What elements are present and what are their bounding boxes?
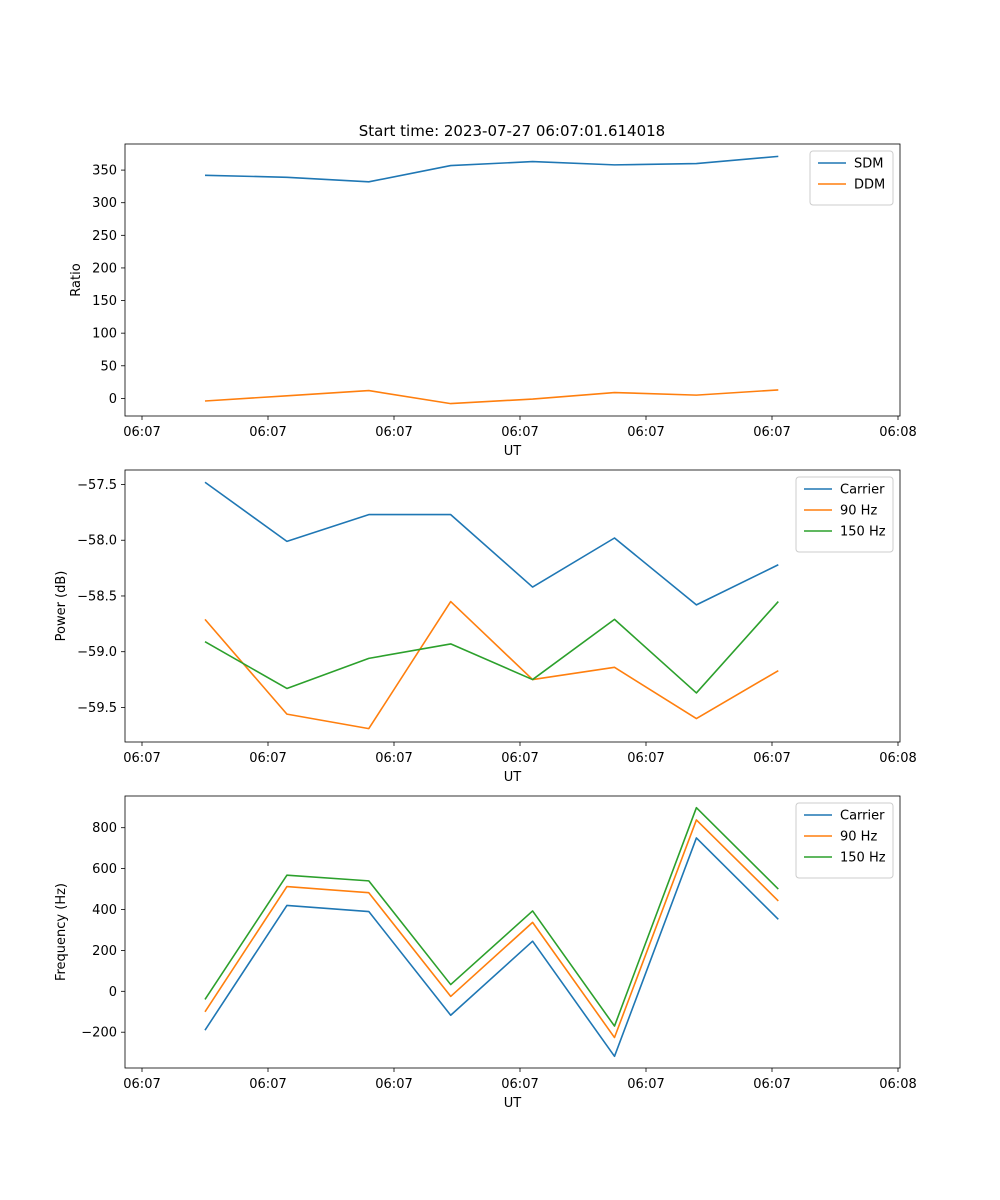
x-tick-label: 06:07 <box>123 1077 160 1092</box>
y-tick-label: −59.5 <box>77 701 117 716</box>
x-tick-label: 06:07 <box>123 751 160 766</box>
y-tick-label: 0 <box>109 392 117 407</box>
series-line-90-hz <box>204 819 779 1039</box>
legend-label: 150 Hz <box>840 851 886 866</box>
series-line-sdm <box>204 155 779 183</box>
x-tick-label: 06:08 <box>879 425 916 440</box>
x-tick-label: 06:08 <box>879 1077 916 1092</box>
x-tick-label: 06:07 <box>753 751 790 766</box>
legend-label: 150 Hz <box>840 525 886 540</box>
y-tick-label: 150 <box>92 294 117 309</box>
y-tick-label: 400 <box>92 903 117 918</box>
y-tick-label: 600 <box>92 862 117 877</box>
y-tick-label: 200 <box>92 261 117 276</box>
y-tick-label: 250 <box>92 229 117 244</box>
y-tick-label: −59.0 <box>77 645 117 660</box>
y-tick-label: 200 <box>92 944 117 959</box>
legend: Carrier 90 Hz 150 Hz <box>795 476 894 553</box>
y-axis-label: Ratio <box>69 263 84 296</box>
x-tick-label: 06:07 <box>123 425 160 440</box>
x-tick-label: 06:07 <box>627 751 664 766</box>
legend-label: SDM <box>854 157 883 172</box>
chart-panel-3: 06:07 06:07 06:07 06:07 06:07 06:07 06:08 −200 0… <box>54 795 917 1111</box>
x-axis-label: UT <box>504 770 522 785</box>
series-line-carrier <box>204 837 779 1058</box>
legend: SDM DDM <box>809 150 894 206</box>
x-tick-label: 06:07 <box>627 1077 664 1092</box>
legend-label: DDM <box>854 178 885 193</box>
legend-box <box>795 802 894 879</box>
legend-label: 90 Hz <box>840 504 877 519</box>
y-axis-label: Power (dB) <box>54 571 69 642</box>
y-tick-label: 300 <box>92 196 117 211</box>
x-tick-label: 06:08 <box>879 751 916 766</box>
y-tick-label: −58.5 <box>77 589 117 604</box>
y-tick-label: −200 <box>81 1026 117 1041</box>
x-axis-label: UT <box>504 444 522 459</box>
y-axis-label: Frequency (Hz) <box>54 883 69 981</box>
y-tick-label: 100 <box>92 327 117 342</box>
legend-label: 90 Hz <box>840 830 877 845</box>
x-tick-label: 06:07 <box>249 1077 286 1092</box>
x-tick-label: 06:07 <box>249 425 286 440</box>
x-tick-label: 06:07 <box>627 425 664 440</box>
chart-panel-1: 06:07 06:07 06:07 06:07 06:07 06:07 06:08 0 50 10… <box>69 143 917 459</box>
legend-box <box>809 150 894 206</box>
x-tick-label: 06:07 <box>249 751 286 766</box>
legend-label: Carrier <box>840 809 885 824</box>
y-tick-label: 350 <box>92 164 117 179</box>
chart-panel-2: 06:07 06:07 06:07 06:07 06:07 06:07 06:08 −59.5… <box>54 469 917 785</box>
x-tick-label: 06:07 <box>753 425 790 440</box>
x-tick-label: 06:07 <box>501 1077 538 1092</box>
x-tick-label: 06:07 <box>501 425 538 440</box>
figure-title: Start time: 2023-07-27 06:07:01.614018 <box>359 122 665 140</box>
legend-label: Carrier <box>840 483 885 498</box>
x-tick-label: 06:07 <box>753 1077 790 1092</box>
axes-frame <box>124 143 901 417</box>
series-line-150-hz <box>204 806 779 1027</box>
x-tick-label: 06:07 <box>375 1077 412 1092</box>
y-tick-label: −58.0 <box>77 534 117 549</box>
x-axis-label: UT <box>504 1096 522 1111</box>
series-line-90-hz <box>204 600 779 730</box>
legend: Carrier 90 Hz 150 Hz <box>795 802 894 879</box>
series-line-carrier <box>204 481 779 606</box>
y-tick-label: 800 <box>92 821 117 836</box>
y-tick-label: −57.5 <box>77 478 117 493</box>
axes-frame <box>124 795 901 1069</box>
series-line-150-hz <box>204 601 779 694</box>
chart-panels: 06:07 06:07 06:07 06:07 06:07 06:07 06:08 0 50 10… <box>54 143 917 1111</box>
series-line-ddm <box>204 389 779 405</box>
x-tick-label: 06:07 <box>501 751 538 766</box>
y-tick-label: 50 <box>100 359 117 374</box>
legend-box <box>795 476 894 553</box>
y-tick-label: 0 <box>109 985 117 1000</box>
x-tick-label: 06:07 <box>375 425 412 440</box>
x-tick-label: 06:07 <box>375 751 412 766</box>
axes-frame <box>124 469 901 743</box>
